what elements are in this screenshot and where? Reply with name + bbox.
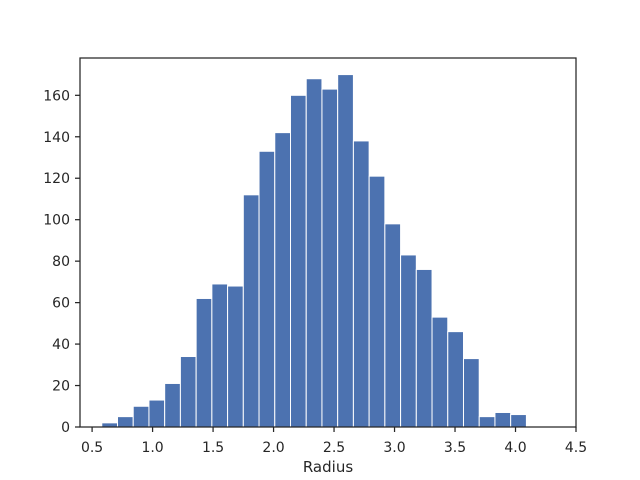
y-tick-label: 60: [52, 296, 70, 312]
histogram-bar-19: [400, 254, 417, 428]
x-tick-label: 1.0: [141, 440, 163, 456]
x-axis-ticks: 0.5 1.0 1.5 2.0 2.5 3.0 3.5 4.0 4.5: [81, 427, 587, 456]
histogram-bar-18: [384, 223, 402, 428]
histogram-bar-1: [117, 416, 134, 428]
histogram-bar-16: [352, 140, 370, 428]
histogram-bar-9: [242, 194, 260, 428]
x-tick-label: 3.0: [383, 440, 405, 456]
x-tick-label: 2.5: [323, 440, 345, 456]
histogram-bar-11: [274, 132, 291, 428]
y-tick-label: 80: [52, 254, 70, 270]
y-tick-label: 20: [52, 379, 70, 395]
histogram-bar-14: [321, 88, 339, 428]
histogram-bar-7: [211, 283, 229, 428]
histogram-bar-20: [415, 268, 433, 428]
histogram-bar-17: [368, 175, 386, 428]
x-tick-label: 4.5: [565, 440, 587, 456]
histogram-bar-12: [289, 94, 307, 428]
histogram-bars: [101, 74, 527, 428]
histogram-bar-13: [305, 78, 323, 428]
y-tick-label: 0: [61, 420, 70, 436]
y-tick-label: 160: [43, 88, 70, 104]
x-tick-label: 0.5: [81, 440, 103, 456]
histogram-bar-5: [179, 356, 197, 428]
y-tick-label: 100: [43, 213, 70, 229]
x-tick-label: 4.0: [504, 440, 526, 456]
histogram-bar-4: [164, 382, 181, 428]
histogram-bar-25: [494, 411, 512, 428]
y-tick-label: 40: [52, 337, 70, 353]
histogram-bar-26: [510, 414, 527, 428]
histogram-bar-21: [431, 316, 449, 428]
x-tick-label: 2.0: [262, 440, 284, 456]
histogram-bar-6: [195, 297, 213, 428]
x-axis-label: Radius: [303, 458, 353, 476]
histogram-bar-23: [462, 358, 480, 428]
y-tick-label: 120: [43, 171, 70, 187]
axes-frame: [79, 57, 577, 428]
x-tick-label: 1.5: [202, 440, 224, 456]
histogram-bar-3: [148, 399, 166, 428]
histogram-bar-24: [478, 416, 496, 428]
histogram-bar-8: [227, 285, 244, 428]
histogram-bar-10: [258, 150, 276, 428]
y-axis-ticks: 0 20 40 60 80 100 120 140 160: [43, 88, 80, 436]
histogram-bar-22: [447, 331, 464, 428]
x-tick-label: 3.5: [444, 440, 466, 456]
histogram-bar-2: [132, 405, 150, 428]
y-tick-label: 140: [43, 130, 70, 146]
histogram-bar-15: [337, 74, 354, 428]
